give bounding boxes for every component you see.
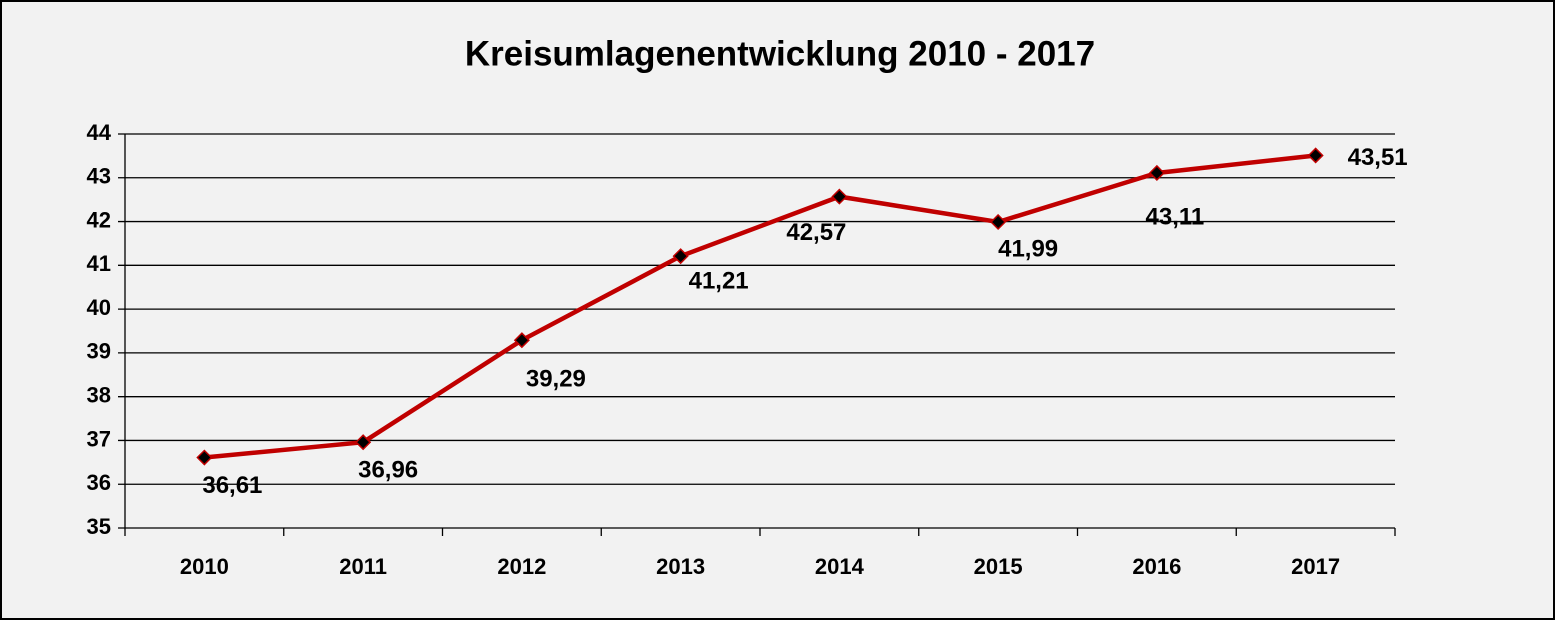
x-tick-label: 2011 xyxy=(339,554,387,579)
data-point xyxy=(355,434,372,451)
y-tick-label: 35 xyxy=(87,514,111,539)
data-label: 41,21 xyxy=(689,267,749,294)
y-tick-label: 41 xyxy=(87,251,111,276)
data-point xyxy=(513,332,530,349)
data-point xyxy=(672,248,689,265)
y-tick-label: 44 xyxy=(87,120,112,145)
x-tick-label: 2010 xyxy=(180,554,229,579)
chart-title: Kreisumlagenentwicklung 2010 - 2017 xyxy=(465,34,1095,73)
data-point xyxy=(1148,164,1165,182)
y-tick-label: 43 xyxy=(87,164,111,189)
y-tick-label: 36 xyxy=(87,470,111,495)
data-point xyxy=(831,188,848,205)
data-point xyxy=(1307,147,1324,164)
y-tick-label: 39 xyxy=(87,339,111,364)
x-tick-label: 2015 xyxy=(974,554,1023,579)
data-point xyxy=(990,213,1007,231)
y-tick-label: 38 xyxy=(87,382,111,407)
y-tick-label: 40 xyxy=(87,295,111,320)
data-label: 42,57 xyxy=(786,219,846,246)
data-label: 41,99 xyxy=(998,235,1058,262)
data-label: 36,61 xyxy=(202,472,262,499)
data-label: 43,51 xyxy=(1348,144,1408,171)
x-tick-label: 2017 xyxy=(1291,554,1340,579)
y-tick-label: 42 xyxy=(87,207,111,232)
x-tick-label: 2013 xyxy=(656,554,705,579)
data-line xyxy=(204,153,1316,460)
data-label: 39,29 xyxy=(526,366,586,393)
data-point xyxy=(196,449,213,466)
x-tick-label: 2014 xyxy=(815,554,865,579)
x-tick-label: 2012 xyxy=(497,554,546,579)
x-tick-label: 2016 xyxy=(1132,554,1181,579)
data-label: 36,96 xyxy=(358,457,418,484)
data-label: 43,11 xyxy=(1146,203,1205,230)
y-tick-label: 37 xyxy=(87,426,111,451)
